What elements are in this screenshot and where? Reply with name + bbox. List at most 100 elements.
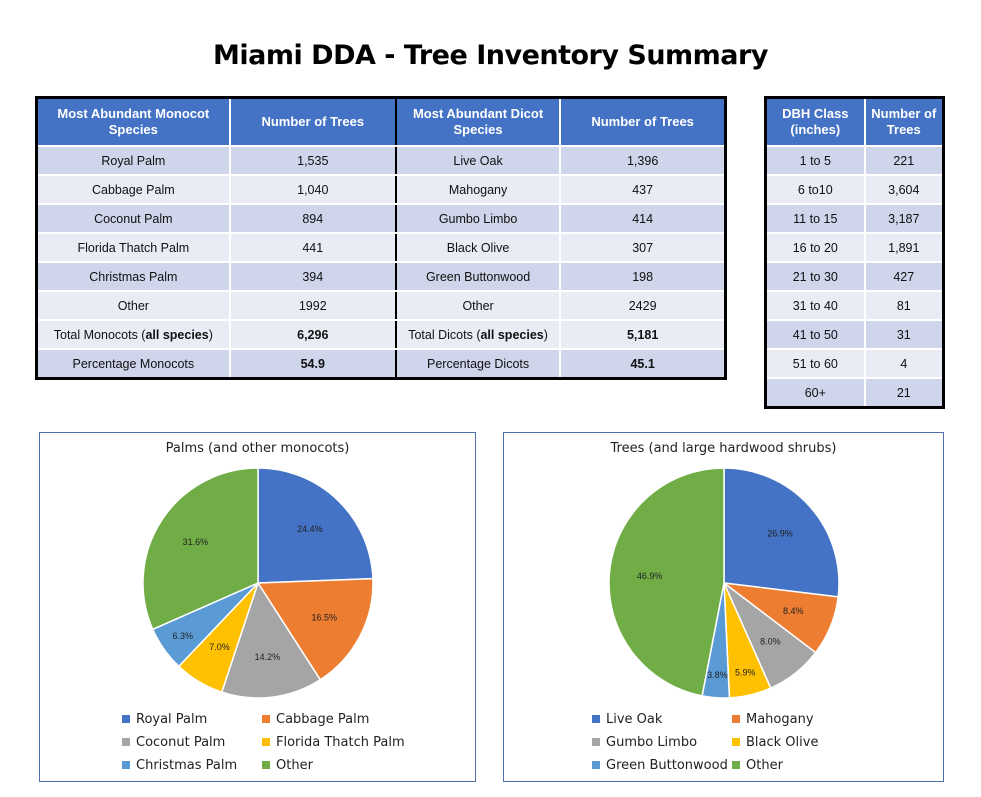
percentage-dicots-label: Percentage Dicots <box>394 348 562 380</box>
chart-title: Palms (and other monocots) <box>165 441 350 456</box>
tree-count: 221 <box>863 145 945 176</box>
table-header-row: Most Abundant Monocot Species Number of … <box>35 96 727 147</box>
total-monocots-label: Total Monocots (all species) <box>35 319 231 350</box>
dbh-class: 16 to 20 <box>764 232 866 263</box>
pie-svg: 24.4% 16.5% 14.2% 7.0% 6.3% 31.6% <box>142 467 374 699</box>
dicot-count: 307 <box>559 232 727 263</box>
legend: Live Oak Mahogany Gumbo Limbo Black Olive Gr… <box>592 712 912 773</box>
table-row: Other 1992 Other 2429 <box>35 290 727 321</box>
tree-count: 21 <box>863 377 945 409</box>
dicot-species: Gumbo Limbo <box>394 203 562 234</box>
pie-slice-royal-palm <box>257 467 374 584</box>
data-label: 8.4% <box>783 606 804 616</box>
monocot-species: Cabbage Palm <box>35 174 231 205</box>
legend-item: Other <box>262 758 313 773</box>
dicot-species: Other <box>394 290 562 321</box>
data-label: 3.8% <box>707 670 728 680</box>
header-dicot-species: Most Abundant Dicot Species <box>394 96 562 147</box>
total-monocots-value: 6,296 <box>228 319 397 350</box>
table-row: Coconut Palm 894 Gumbo Limbo 414 <box>35 203 727 234</box>
header-dbh-class: DBH Class (inches) <box>764 96 866 147</box>
species-table: Most Abundant Monocot Species Number of … <box>35 96 727 380</box>
monocot-species: Other <box>35 290 231 321</box>
legend-item: Black Olive <box>732 735 818 750</box>
percentage-monocots-value: 54.9 <box>228 348 397 380</box>
dicot-species: Black Olive <box>394 232 562 263</box>
legend-label: Other <box>746 758 783 773</box>
legend-swatch <box>592 738 600 746</box>
monocot-count: 394 <box>228 261 397 292</box>
tree-count: 31 <box>863 319 945 350</box>
legend-swatch <box>732 761 740 769</box>
legend-item: Royal Palm <box>122 712 207 727</box>
dicot-species: Live Oak <box>394 145 562 176</box>
total-dicots-label: Total Dicots (all species) <box>394 319 562 350</box>
header-dicot-count: Number of Trees <box>559 96 727 147</box>
legend-label: Green Buttonwood <box>606 758 728 773</box>
tree-count: 1,891 <box>863 232 945 263</box>
legend-item: Other <box>732 758 783 773</box>
legend-label: Mahogany <box>746 712 814 727</box>
legend-item: Live Oak <box>592 712 662 727</box>
legend-swatch <box>262 738 270 746</box>
legend-swatch <box>122 761 130 769</box>
tree-count: 427 <box>863 261 945 292</box>
legend-swatch <box>262 761 270 769</box>
monocot-count: 441 <box>228 232 397 263</box>
monocot-count: 1,535 <box>228 145 397 176</box>
dicot-pie-chart: Trees (and large hardwood shrubs) 26.9% 8… <box>503 432 944 782</box>
table-row: Cabbage Palm 1,040 Mahogany 437 <box>35 174 727 205</box>
table-row: 41 to 50 31 <box>764 319 945 350</box>
header-number-of-trees: Number of Trees <box>863 96 945 147</box>
pie-slice-other <box>608 467 725 697</box>
legend-swatch <box>122 738 130 746</box>
legend-item: Cabbage Palm <box>262 712 369 727</box>
dbh-class: 6 to10 <box>764 174 866 205</box>
legend-item: Coconut Palm <box>122 735 225 750</box>
pie-slice-coconut-palm <box>220 581 322 699</box>
legend-swatch <box>592 761 600 769</box>
data-label: 8.0% <box>760 637 781 647</box>
table-row: Florida Thatch Palm 441 Black Olive 307 <box>35 232 727 263</box>
monocot-species: Coconut Palm <box>35 203 231 234</box>
table-row: 21 to 30 427 <box>764 261 945 292</box>
monocot-count: 894 <box>228 203 397 234</box>
data-label: 26.9% <box>767 528 793 538</box>
tree-count: 3,187 <box>863 203 945 234</box>
dbh-class: 60+ <box>764 377 866 409</box>
dbh-class: 1 to 5 <box>764 145 866 176</box>
legend-swatch <box>592 715 600 723</box>
legend-item: Christmas Palm <box>122 758 237 773</box>
data-label: 14.2% <box>255 652 281 662</box>
legend-item: Mahogany <box>732 712 814 727</box>
legend-label: Black Olive <box>746 735 819 750</box>
table-row: 16 to 20 1,891 <box>764 232 945 263</box>
legend-label: Royal Palm <box>136 712 208 727</box>
legend-swatch <box>262 715 270 723</box>
monocot-pie-chart: Palms (and other monocots) 24.4% 16.5% 14.… <box>39 432 476 782</box>
legend-swatch <box>732 738 740 746</box>
chart-title: Trees (and large hardwood shrubs) <box>610 441 837 456</box>
monocot-count: 1,040 <box>228 174 397 205</box>
pie-svg: 26.9% 8.4% 8.0% 5.9% 3.8% 46.9% <box>608 467 840 699</box>
percentage-dicots-value: 45.1 <box>559 348 727 380</box>
dbh-class: 21 to 30 <box>764 261 866 292</box>
table-row: 6 to10 3,604 <box>764 174 945 205</box>
dbh-class: 51 to 60 <box>764 348 866 379</box>
data-label: 24.4% <box>297 524 323 534</box>
pie-slice-live-oak <box>723 467 840 598</box>
data-label: 31.6% <box>183 537 209 547</box>
pie-slice-other <box>142 467 259 631</box>
monocot-count: 1992 <box>228 290 397 321</box>
legend-label: Coconut Palm <box>136 735 226 750</box>
dicot-count: 2429 <box>559 290 727 321</box>
legend-label: Cabbage Palm <box>276 712 370 727</box>
dicot-species: Green Buttonwood <box>394 261 562 292</box>
dicot-count: 414 <box>559 203 727 234</box>
table-row: Royal Palm 1,535 Live Oak 1,396 <box>35 145 727 176</box>
table-row: 1 to 5 221 <box>764 145 945 176</box>
table-row-total: Total Monocots (all species) 6,296 Total… <box>35 319 727 350</box>
table-row: 31 to 40 81 <box>764 290 945 321</box>
legend-item: Florida Thatch Palm <box>262 735 405 750</box>
table-row: Christmas Palm 394 Green Buttonwood 198 <box>35 261 727 292</box>
